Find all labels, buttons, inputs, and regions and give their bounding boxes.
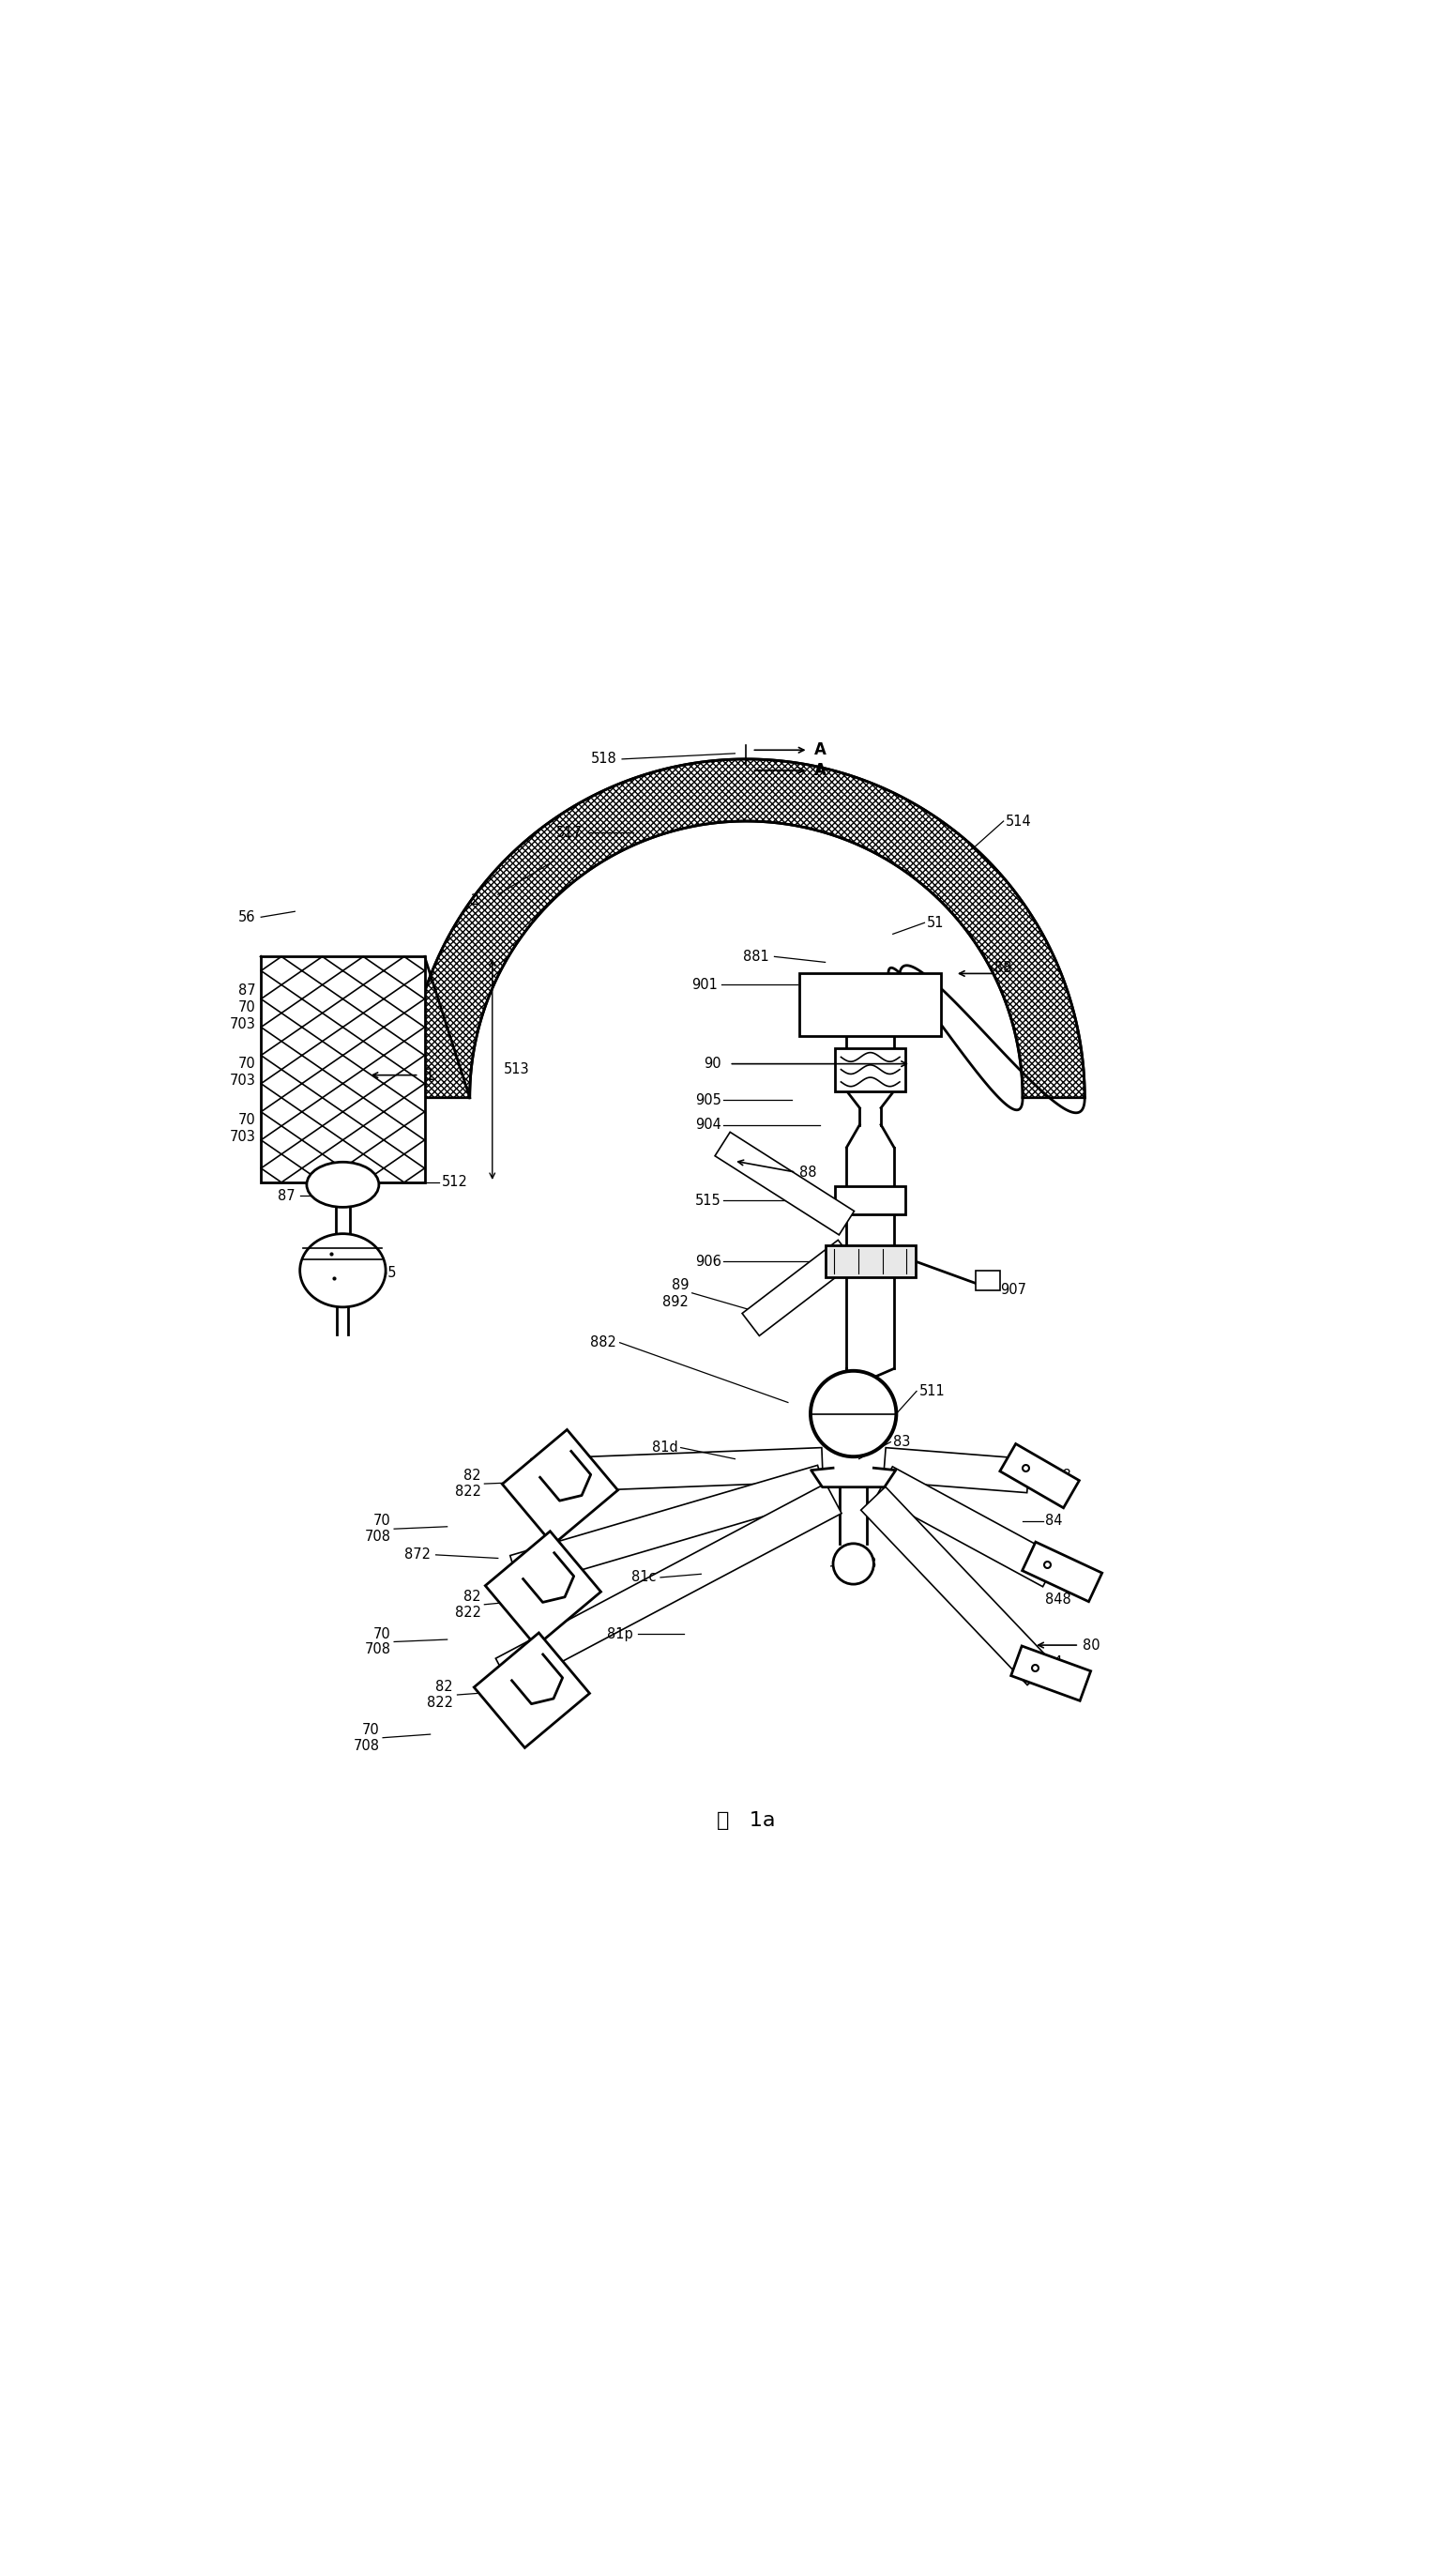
Text: 65: 65 [380,1265,397,1280]
Text: 708: 708 [364,1643,390,1656]
Bar [826,1247,916,1278]
Text: 517: 517 [556,824,582,840]
Polygon shape [1010,1646,1091,1700]
Text: 708: 708 [364,1530,390,1543]
Text: A: A [814,742,826,757]
Text: 881: 881 [743,951,769,963]
Text: 882: 882 [590,1334,616,1350]
Text: 848: 848 [1045,1558,1072,1574]
Text: 872: 872 [403,1548,431,1561]
Ellipse shape [300,1234,386,1306]
Text: 70: 70 [363,1723,380,1736]
Text: 822: 822 [454,1484,480,1499]
Text: 511: 511 [919,1383,945,1399]
Text: 51: 51 [926,914,943,930]
Polygon shape [1000,1443,1079,1507]
Text: 512: 512 [441,1175,467,1190]
Text: A: A [814,762,826,778]
Ellipse shape [307,1162,379,1208]
Polygon shape [408,760,1085,1097]
Text: 88: 88 [994,961,1012,974]
Text: 80: 80 [1082,1638,1099,1651]
Text: 89: 89 [671,1278,689,1293]
Text: 84: 84 [1045,1654,1063,1669]
Text: 2: 2 [470,894,480,907]
Polygon shape [877,1466,1059,1587]
Text: 图   1a: 图 1a [716,1811,776,1829]
Text: 901: 901 [692,979,718,992]
Polygon shape [715,1131,855,1234]
Text: 84: 84 [1045,1515,1063,1528]
Polygon shape [743,1239,855,1337]
Text: 82: 82 [463,1468,480,1484]
Text: 514: 514 [1006,814,1032,829]
Text: 87: 87 [237,984,255,997]
Polygon shape [811,1468,895,1486]
Polygon shape [531,1448,823,1492]
Polygon shape [495,1484,842,1687]
Text: 703: 703 [229,1018,255,1030]
Text: 822: 822 [454,1605,480,1620]
Text: 904: 904 [695,1118,721,1131]
Text: 88: 88 [799,1164,817,1180]
Text: 703: 703 [229,1074,255,1087]
Text: 703: 703 [229,1131,255,1144]
Text: 848: 848 [1045,1592,1072,1607]
Polygon shape [884,1448,1029,1492]
Text: 83: 83 [859,1556,877,1571]
Text: 70: 70 [237,999,255,1015]
Text: 905: 905 [695,1092,721,1108]
Text: 81p: 81p [607,1628,633,1641]
Text: 848: 848 [1045,1468,1072,1484]
Bar [799,974,942,1036]
Text: 87: 87 [277,1190,294,1203]
Text: 70: 70 [373,1628,390,1641]
Text: 1: 1 [425,1066,434,1084]
Text: 822: 822 [427,1695,453,1710]
Text: 513: 513 [504,1061,530,1077]
Text: 907: 907 [1000,1283,1026,1296]
Bar [261,956,425,1182]
Polygon shape [475,1633,590,1747]
Text: 82: 82 [435,1680,453,1695]
Polygon shape [860,1486,1051,1685]
Text: 81d: 81d [652,1440,678,1455]
Text: 906: 906 [695,1255,721,1267]
Circle shape [811,1370,897,1455]
Text: 56: 56 [237,909,255,925]
Text: 90: 90 [703,1056,721,1072]
Bar [836,1048,906,1090]
Text: 83: 83 [893,1435,910,1450]
Text: 70: 70 [373,1515,390,1528]
Bar [836,1188,906,1213]
Text: 70: 70 [237,1113,255,1128]
Polygon shape [1022,1543,1102,1602]
Polygon shape [510,1466,827,1587]
Circle shape [833,1543,874,1584]
Bar [976,1270,1000,1291]
Text: 82: 82 [463,1589,480,1605]
Text: 515: 515 [696,1193,721,1208]
Text: 892: 892 [662,1296,689,1309]
Text: 708: 708 [354,1739,380,1752]
Text: 518: 518 [590,752,616,765]
Text: 81c: 81c [630,1571,655,1584]
Polygon shape [502,1430,617,1546]
Polygon shape [485,1530,601,1646]
Text: 70: 70 [237,1056,255,1072]
